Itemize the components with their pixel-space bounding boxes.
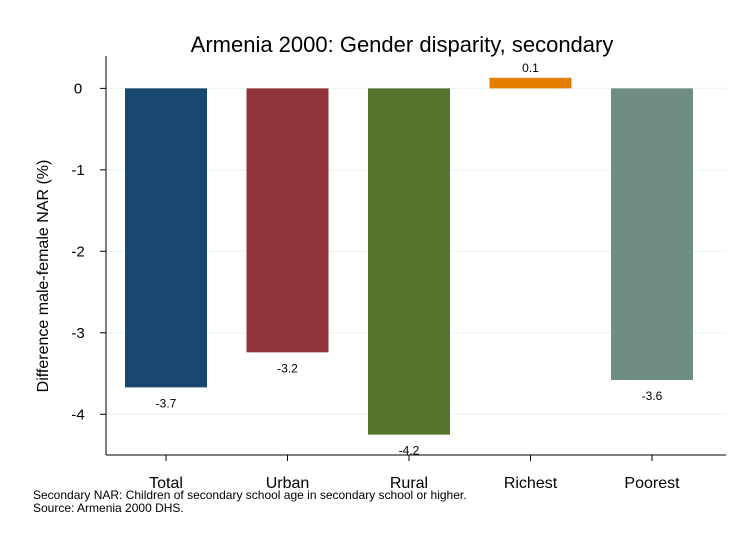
- y-tick-label: -3: [71, 325, 84, 342]
- data-label-urban: -3.2: [277, 361, 298, 375]
- y-tick-label: -2: [71, 243, 84, 260]
- bar-richest: [489, 77, 572, 89]
- y-tick-label: 0: [74, 80, 82, 97]
- note-definition: Secondary NAR: Children of secondary sch…: [33, 488, 467, 502]
- data-label-richest: 0.1: [522, 61, 539, 75]
- x-tick-label-poorest: Poorest: [624, 475, 680, 492]
- y-tick-label: -1: [71, 162, 84, 179]
- data-label-total: -3.7: [156, 396, 177, 410]
- bar-urban: [246, 88, 329, 353]
- chart-title: Armenia 2000: Gender disparity, secondar…: [191, 32, 614, 57]
- bar-rural: [368, 88, 450, 435]
- bar-poorest: [611, 88, 693, 381]
- bar-total: [125, 88, 207, 388]
- note-source: Source: Armenia 2000 DHS.: [33, 501, 184, 515]
- bar-chart: Armenia 2000: Gender disparity, secondar…: [35, 32, 726, 492]
- bars: [125, 77, 693, 435]
- y-axis-ticks: 0 -1 -2 -3 -4: [71, 80, 106, 423]
- data-label-poorest: -3.6: [642, 389, 663, 403]
- data-label-rural: -4.2: [399, 444, 420, 458]
- data-labels: -3.7 -3.2 -4.2 0.1 -3.6: [156, 61, 663, 458]
- x-tick-label-rural: Rural: [390, 475, 428, 492]
- x-tick-label-richest: Richest: [504, 475, 558, 492]
- x-tick-label-urban: Urban: [266, 475, 310, 492]
- chart-frame: Armenia 2000: Gender disparity, secondar…: [8, 8, 726, 530]
- y-tick-label: -4: [71, 406, 84, 423]
- x-axis-ticks: Total Urban Rural Richest Poorest: [149, 455, 680, 492]
- y-axis-label: Difference male-female NAR (%): [35, 160, 52, 393]
- x-tick-label-total: Total: [149, 475, 183, 492]
